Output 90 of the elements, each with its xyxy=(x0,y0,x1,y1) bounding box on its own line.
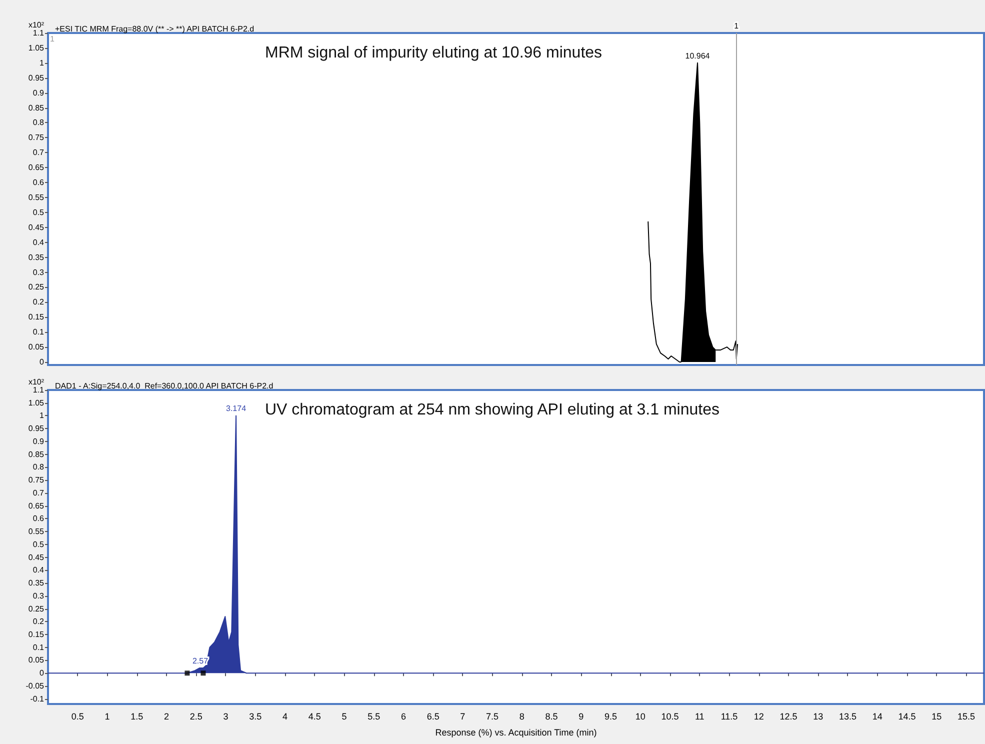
y-tick-label: 0.35 xyxy=(28,578,45,588)
y-tick-label: 0 xyxy=(40,668,45,678)
x-tick-label: 14 xyxy=(872,712,882,722)
x-tick-label: 13 xyxy=(813,712,824,722)
x-tick-label: 2.5 xyxy=(190,712,202,722)
y-tick-label: 0.25 xyxy=(28,282,45,292)
y-tick-label: 0.9 xyxy=(32,436,45,446)
y-tick-label: 0 xyxy=(40,358,45,367)
x-tick-label: 7 xyxy=(460,712,466,722)
x-tick-label: 14.5 xyxy=(898,712,916,722)
x-tick-label: 9 xyxy=(578,712,584,722)
annotation: 10.964 xyxy=(685,51,710,60)
x-tick-label: 4.5 xyxy=(308,712,321,722)
x-tick-label: 4 xyxy=(282,712,288,722)
y-tick-label: 1 xyxy=(40,411,45,420)
y-tick-label: 0.5 xyxy=(32,208,45,217)
x-tick-label: 15 xyxy=(932,712,942,722)
y-tick-label: 0.3 xyxy=(32,591,45,600)
y-tick-label: 0.55 xyxy=(28,527,45,536)
y-tick-label: 1.05 xyxy=(28,398,45,408)
y-axis-title: x10² xyxy=(28,20,44,30)
y-tick-label: 0.25 xyxy=(28,604,45,614)
y-tick-label: 0.95 xyxy=(28,424,45,434)
x-tick-label: 12.5 xyxy=(780,712,798,722)
annotation: 1 xyxy=(734,22,740,30)
y-tick-label: 0.7 xyxy=(32,488,45,498)
y-tick-label: 0.85 xyxy=(28,450,45,459)
x-tick-label: 12 xyxy=(754,712,764,722)
y-tick-label: 0.95 xyxy=(28,73,45,82)
y-tick-label: 0.75 xyxy=(28,476,45,485)
chart-title: +ESI TIC MRM Frag=88.0V (** -> **) API BATCH 6-P2.d xyxy=(55,24,254,34)
annotation: UV chromatogram at 254 nm showing API eluting at 3.1 minutes xyxy=(265,402,720,418)
annotation: MRM signal of impurity eluting at 10.96 minutes xyxy=(265,44,602,62)
y-tick-label: 1.05 xyxy=(28,43,45,52)
x-tick-label: 7.5 xyxy=(486,712,499,722)
y-tick-label: 0.45 xyxy=(28,552,45,562)
x-tick-label: 3 xyxy=(223,712,228,722)
x-tick-label: 11 xyxy=(694,712,704,722)
y-tick-label: 0.8 xyxy=(32,118,45,128)
y-tick-label: 0.2 xyxy=(32,298,45,307)
x-tick-label: 5 xyxy=(342,712,347,722)
y-tick-label: -0.05 xyxy=(26,681,45,690)
y-tick-label: 0.6 xyxy=(32,514,45,524)
x-tick-label: 3.5 xyxy=(249,712,262,722)
y-tick-label: 0.5 xyxy=(32,540,45,549)
x-tick-label: 10 xyxy=(635,712,646,722)
annotation: 1 xyxy=(50,34,55,44)
y-tick-label: 0.1 xyxy=(32,642,45,652)
x-tick-label: 8.5 xyxy=(545,712,558,722)
y-tick-label: 0.15 xyxy=(28,312,45,322)
x-tick-label: 8 xyxy=(519,712,524,722)
y-tick-label: 1.1 xyxy=(32,386,45,394)
y-tick-label: 0.05 xyxy=(28,656,45,665)
y-tick-label: 0.55 xyxy=(28,193,45,202)
y-tick-label: 0.35 xyxy=(28,252,45,262)
y-tick-label: 0.1 xyxy=(32,328,45,337)
y-tick-label: 0.65 xyxy=(28,163,45,172)
x-tick-label: 2 xyxy=(164,712,169,722)
y-tick-label: 0.3 xyxy=(32,268,45,277)
y-tick-label: 0.4 xyxy=(32,566,45,575)
y-tick-label: 0.15 xyxy=(28,630,45,640)
y-tick-label: 0.75 xyxy=(28,133,45,142)
y-tick-label: 0.65 xyxy=(28,501,45,510)
x-tick-label: 6 xyxy=(400,712,406,722)
x-tick-label: 13.5 xyxy=(838,712,857,722)
y-tick-label: 0.2 xyxy=(32,617,45,626)
y-tick-label: 0.85 xyxy=(28,103,45,112)
y-tick-label: 0.7 xyxy=(32,148,45,158)
x-axis-title: Response (%) vs. Acquisition Time (min) xyxy=(435,728,597,738)
y-tick-label: 1.1 xyxy=(32,28,45,38)
y-tick-label: 0.9 xyxy=(32,88,45,98)
x-tick-label: 0.5 xyxy=(71,712,84,722)
y-tick-label: 0.05 xyxy=(28,342,45,352)
x-tick-label: 9.5 xyxy=(604,712,618,722)
y-tick-label: 0.4 xyxy=(32,238,45,247)
y-tick-label: 0.6 xyxy=(32,178,45,188)
chart-title: DAD1 - A:Sig=254.0,4.0 Ref=360.0,100.0 API BATCH 6-P2.d xyxy=(55,382,274,390)
y-tick-label: 1 xyxy=(40,58,45,68)
annotation: 3.174 xyxy=(226,404,247,414)
x-tick-label: 1 xyxy=(104,712,110,722)
x-tick-label: 1.5 xyxy=(130,712,144,722)
x-tick-label: 5.5 xyxy=(368,712,380,722)
y-axis-title: x10² xyxy=(28,378,44,387)
y-tick-label: 0.8 xyxy=(32,462,45,472)
x-tick-label: 6.5 xyxy=(426,712,440,722)
y-tick-label: 0.45 xyxy=(28,222,45,232)
x-tick-label: 11.5 xyxy=(720,712,738,722)
x-tick-label: 15.5 xyxy=(957,712,975,722)
x-tick-label: 10.5 xyxy=(661,712,679,722)
y-tick-label: -0.1 xyxy=(30,694,45,704)
